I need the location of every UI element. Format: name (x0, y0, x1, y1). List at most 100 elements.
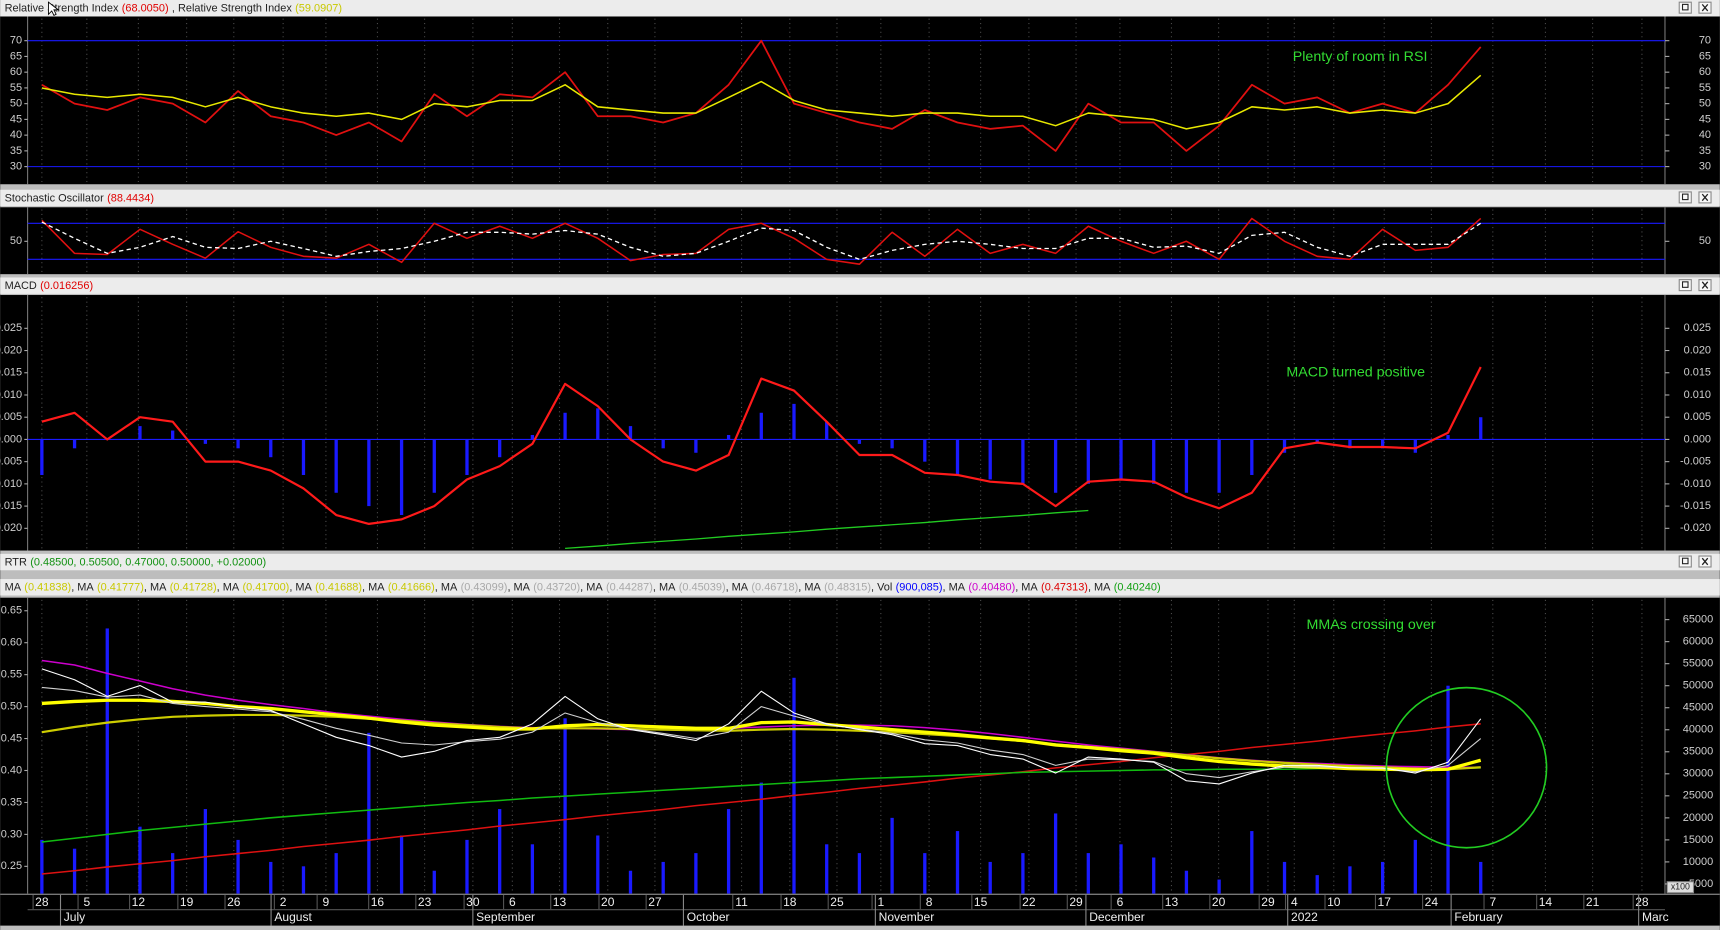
annotation: MACD turned positive (1286, 365, 1425, 381)
legend-value: (0.40480) (968, 582, 1015, 594)
y-tick-label: -0.020 (1680, 522, 1711, 534)
bar (1119, 844, 1123, 894)
bar (1446, 434, 1450, 440)
bar (596, 835, 600, 894)
x-tick-label: 14 (1539, 895, 1553, 909)
y2-tick-label: 20000 (1683, 812, 1713, 824)
y2-tick-label: 40000 (1683, 724, 1713, 736)
series-line (41, 723, 1481, 875)
month-label: Marc (1642, 910, 1669, 924)
maximize-icon (1681, 281, 1689, 288)
x-tick-label: 29 (1261, 895, 1275, 909)
x-tick-label: 4 (1291, 895, 1298, 909)
x-tick-label: 13 (553, 895, 567, 909)
bar (1152, 439, 1156, 484)
maximize-button[interactable] (1678, 279, 1692, 292)
bar (1348, 866, 1352, 894)
bar (1380, 861, 1385, 894)
legend-value: (0.41838) (24, 582, 71, 594)
legend-value: (0.41728) (170, 582, 217, 594)
y-tick-label-left: 65 (10, 50, 22, 62)
bar (236, 439, 240, 449)
month-label: February (1454, 910, 1502, 924)
legend-label: , Vol (871, 582, 892, 594)
header-text: (0.016256) (40, 280, 93, 292)
bar (857, 853, 862, 894)
bar (498, 809, 502, 894)
panel-bg (0, 597, 1720, 894)
bar (563, 718, 567, 894)
legend-label: , MA (1088, 582, 1111, 594)
maximize-button[interactable] (1678, 191, 1692, 204)
close-icon (1701, 3, 1709, 12)
bar (792, 403, 796, 440)
bar (72, 439, 77, 449)
bar (955, 439, 960, 475)
bar (923, 853, 927, 894)
legend-label: , MA (507, 582, 530, 594)
y-tick-label-left: 0.30 (1, 828, 22, 840)
bar (171, 853, 175, 894)
mouse-cursor (48, 1, 60, 16)
y-tick-label-left: 30 (10, 161, 22, 173)
bar (1086, 439, 1090, 484)
y-tick-label: 60 (1699, 66, 1711, 78)
bar (367, 439, 371, 507)
highlight-circle (1385, 686, 1548, 849)
bar (399, 835, 404, 894)
annotation: Plenty of room in RSI (1293, 49, 1428, 65)
legend-value: (0.41688) (315, 582, 362, 594)
bar (1053, 439, 1058, 493)
bar (596, 408, 600, 440)
bar (236, 839, 240, 894)
x-tick-label: 6 (1117, 895, 1124, 909)
bar (269, 861, 273, 894)
bar (530, 844, 535, 894)
legend-label: , MA (1015, 582, 1038, 594)
y2-tick-label: 45000 (1683, 702, 1713, 714)
x-tick-label: 23 (418, 895, 432, 909)
bar (1282, 439, 1287, 453)
x-tick-label: 18 (783, 895, 797, 909)
x-tick-label: 9 (323, 895, 330, 909)
bar (628, 870, 633, 894)
bar (1413, 439, 1417, 453)
y-tick-label: 50 (1699, 235, 1711, 247)
month-label: October (687, 910, 730, 924)
series-line (41, 698, 1482, 772)
legend-label: , MA (71, 582, 94, 594)
annotation: MMAs crossing over (1307, 617, 1436, 633)
x-tick-label: 7 (1489, 895, 1496, 909)
bar (1053, 813, 1058, 894)
maximize-button[interactable] (1678, 1, 1692, 14)
bar (105, 628, 109, 894)
series-line (41, 217, 1482, 265)
legend-value: (900,085) (896, 582, 943, 594)
y-tick-label-left: 0.50 (1, 700, 22, 712)
y-tick-label-left: 0.025 (0, 322, 22, 334)
maximize-button[interactable] (1678, 555, 1692, 568)
bar (890, 817, 894, 894)
x-tick-label: 28 (35, 895, 49, 909)
bar (1119, 439, 1123, 480)
month-label: November (879, 910, 935, 924)
bar (1021, 853, 1025, 894)
bar (1184, 439, 1189, 493)
bar (530, 434, 535, 440)
bar (1380, 439, 1385, 449)
bar (171, 430, 175, 440)
bar (1152, 857, 1156, 894)
bar (694, 439, 698, 453)
legend-value: (0.44287) (606, 582, 653, 594)
bar (334, 439, 338, 493)
y-tick-label-left: 45 (10, 113, 22, 125)
bar (138, 826, 142, 894)
legend-label: , MA (943, 582, 966, 594)
legend-label: , MA (726, 582, 749, 594)
y-tick-label-left: 0.005 (0, 411, 22, 423)
bar (1184, 870, 1189, 894)
bar (399, 439, 404, 515)
y-tick-label-left: 50 (10, 235, 22, 247)
